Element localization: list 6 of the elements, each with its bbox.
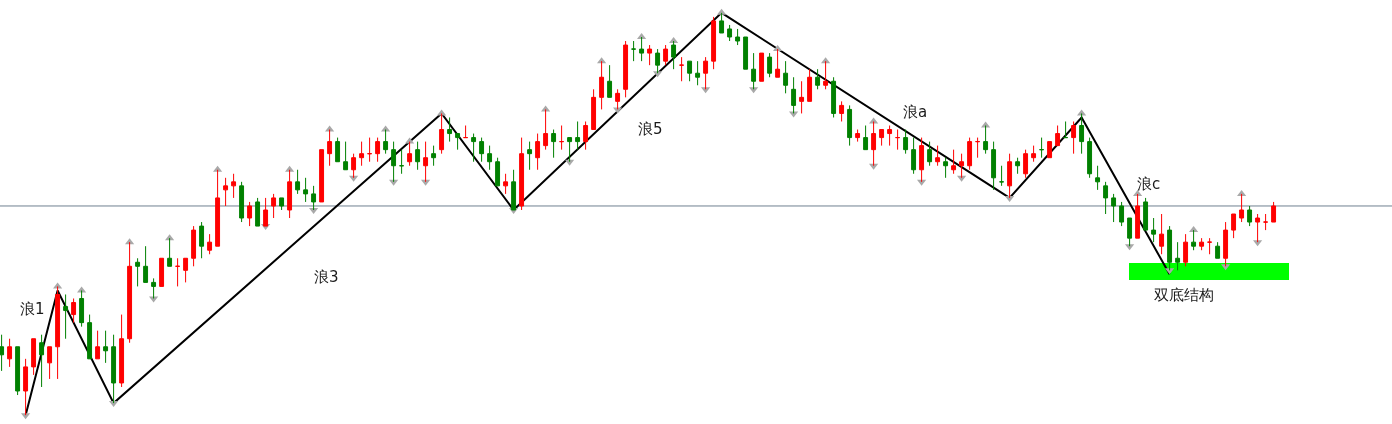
annotation: 浪c — [1137, 175, 1161, 193]
annotation: 浪5 — [638, 120, 663, 138]
annotation: 浪1 — [20, 300, 45, 318]
annotation: 双底结构 — [1154, 286, 1214, 304]
annotation: 浪3 — [314, 268, 339, 286]
annotation: 浪a — [903, 103, 928, 121]
